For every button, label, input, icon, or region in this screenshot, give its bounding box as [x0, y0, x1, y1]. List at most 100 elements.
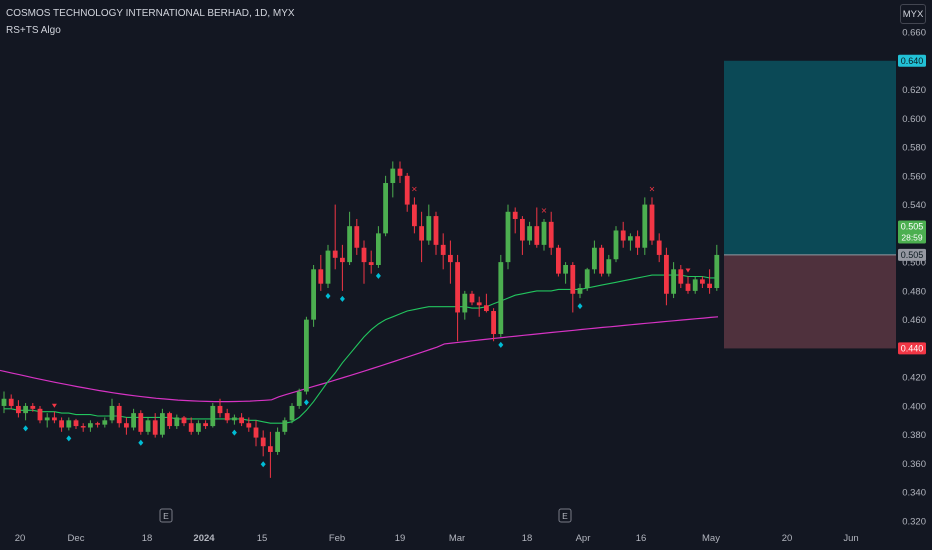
candle: [80, 423, 86, 432]
candle-body: [692, 279, 698, 291]
candle-body: [88, 423, 93, 428]
x-tick-label: 19: [395, 533, 406, 544]
candle-body: [282, 420, 288, 432]
candle-body: [174, 417, 180, 427]
candle-body: [354, 226, 360, 248]
y-tick-label: 0.660: [902, 28, 926, 39]
candle-body: [419, 226, 424, 241]
x-tick-label: Apr: [576, 533, 591, 544]
x-tick-label: 18: [522, 533, 533, 544]
symbol-title: COSMOS TECHNOLOGY INTERNATIONAL BERHAD, …: [6, 8, 295, 19]
candle-body: [433, 216, 439, 245]
candle: [275, 427, 280, 455]
candle-body: [656, 240, 662, 255]
ma-slow-line: [0, 316, 719, 403]
candle-body: [476, 302, 482, 306]
candle: [224, 408, 230, 424]
candle-body: [649, 204, 655, 241]
candle: [397, 161, 403, 184]
candle: [268, 431, 273, 478]
candle-body: [707, 283, 712, 289]
candle-body: [52, 417, 57, 421]
y-tick-label: 0.560: [902, 171, 926, 182]
candle-body: [534, 226, 540, 245]
candle-body: [469, 293, 475, 303]
candle-body: [426, 216, 432, 241]
chart-header: COSMOS TECHNOLOGY INTERNATIONAL BERHAD, …: [6, 8, 295, 37]
candle: [116, 403, 122, 428]
exit-signal-icon: ×: [411, 184, 418, 193]
candle: [368, 250, 374, 274]
candle-body: [340, 257, 345, 263]
candle-body: [203, 423, 208, 427]
candle: [30, 403, 36, 412]
candle-body: [664, 254, 669, 294]
candle: [361, 240, 367, 284]
exit-signal-icon: ×: [541, 206, 548, 215]
candle: [635, 230, 640, 255]
candle: [347, 211, 352, 265]
candle-body: [404, 175, 410, 205]
buy-signal-icon: [66, 435, 72, 442]
x-tick-label: Dec: [68, 533, 85, 544]
candle-body: [412, 204, 417, 227]
candle: [16, 400, 21, 418]
candle-body: [152, 420, 158, 435]
candle: [203, 420, 208, 429]
exit-signal-icon: ×: [649, 184, 656, 193]
candle: [584, 267, 590, 291]
candle: [592, 240, 597, 274]
candle-body: [397, 168, 403, 176]
candle: [440, 233, 446, 270]
buy-signal-icon: [325, 293, 331, 300]
candle: [505, 204, 511, 270]
candle: [282, 417, 288, 435]
countdown-text: 28:59: [901, 232, 923, 242]
candle: [232, 414, 237, 425]
buy-signal-icon: [231, 429, 237, 436]
candle: [196, 420, 201, 435]
candle-body: [484, 305, 489, 312]
candle-body: [448, 254, 453, 263]
y-tick-label: 0.340: [902, 488, 926, 499]
candle: [145, 417, 151, 435]
candle-body: [383, 183, 388, 234]
candle-body: [527, 226, 532, 241]
candle: [512, 207, 518, 234]
candle: [714, 244, 720, 291]
entry-price-label: 0.505: [898, 248, 926, 261]
entry-price-label-bg: [898, 248, 926, 261]
candle: [700, 276, 705, 289]
x-tick-label: 20: [782, 533, 793, 544]
candle-body: [296, 391, 302, 406]
candle: [52, 411, 57, 424]
candle-body: [239, 417, 244, 424]
candle: [484, 293, 489, 313]
candle-body: [520, 218, 525, 241]
ma-fast-line: [4, 274, 717, 424]
candle-body: [368, 262, 374, 265]
candle-body: [59, 420, 64, 428]
candle: [433, 211, 439, 255]
candle-body: [512, 211, 518, 219]
stop-price-label-text: 0.440: [901, 343, 924, 353]
y-tick-label: 0.420: [902, 373, 926, 384]
y-tick-label: 0.360: [902, 459, 926, 470]
candle-body: [268, 446, 273, 452]
candle-body: [390, 168, 396, 184]
candle: [37, 405, 43, 424]
candle-body: [325, 250, 331, 284]
candle: [246, 417, 252, 432]
candle: [476, 296, 482, 317]
candle-body: [210, 405, 216, 427]
candle-body: [620, 230, 626, 241]
sell-signal-icon: [51, 403, 57, 408]
y-tick-label: 0.460: [902, 315, 926, 326]
candle: [332, 204, 338, 270]
currency-button[interactable]: MYX: [900, 4, 926, 24]
candle-body: [224, 413, 230, 421]
x-tick-label: Jun: [843, 533, 858, 544]
candle: [318, 254, 324, 291]
time-axis: 20 Dec 18 2024 15 Feb 19 Mar 18 Apr 16 May 20 Jun E E: [15, 508, 859, 544]
